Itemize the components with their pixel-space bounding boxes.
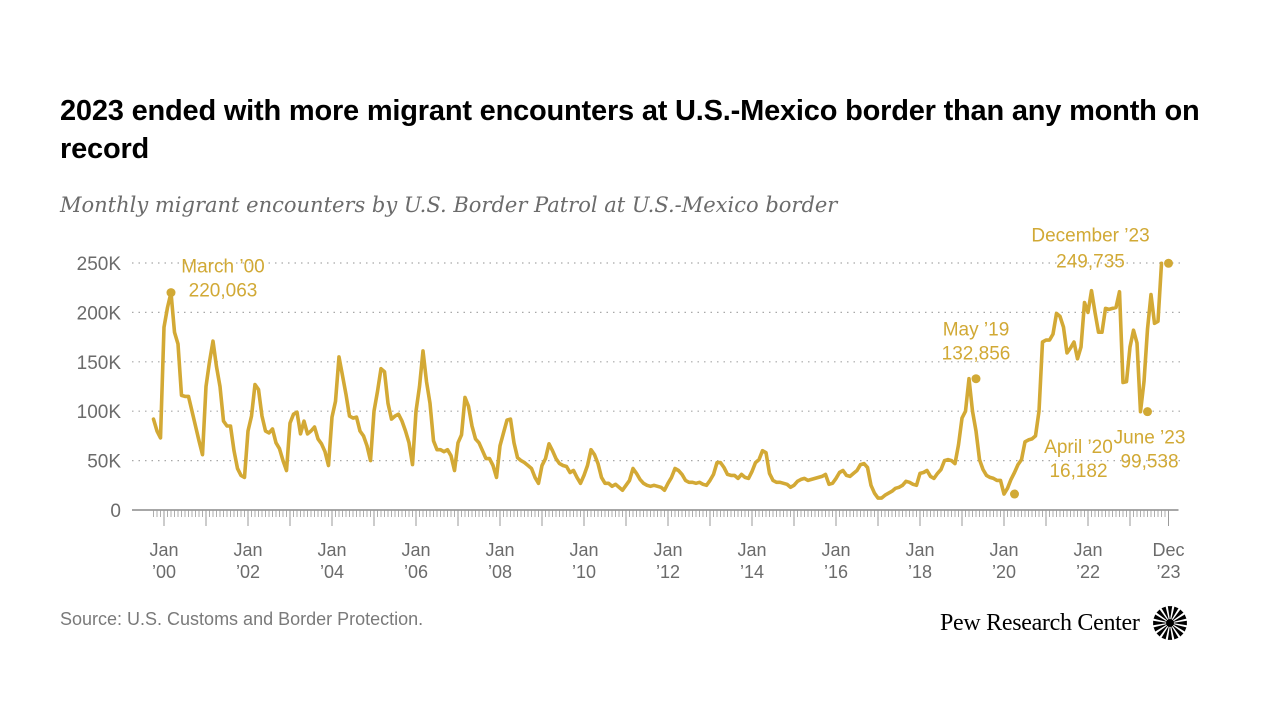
chart-subtitle: Monthly migrant encounters by U.S. Borde…	[60, 193, 838, 217]
sunburst-ray	[1161, 625, 1169, 640]
x-tick-label-month: Jan	[737, 540, 766, 560]
sunburst-ray	[1167, 626, 1172, 640]
y-tick-label: 250K	[77, 254, 122, 275]
annotation-value: 249,735	[1056, 251, 1125, 272]
y-tick-label: 50K	[87, 452, 121, 473]
sunburst-ray	[1172, 624, 1186, 632]
x-tick-label-year: ’14	[740, 562, 764, 582]
annotation-label: April ’20	[1044, 437, 1113, 458]
annotations: March ’00 220,063 May ’19 132,856 April ’20 1…	[166, 225, 1186, 499]
series-line-encounters	[151, 261, 1164, 500]
annotation-label: December ’23	[1031, 225, 1149, 246]
x-tick-label-year: ’12	[656, 562, 680, 582]
sunburst-ray	[1156, 609, 1168, 621]
brand-name: Pew Research Center	[940, 609, 1140, 636]
y-tick-label: 150K	[77, 353, 122, 374]
y-tick-label: 100K	[77, 402, 122, 423]
x-tick-label-year: ’22	[1076, 562, 1100, 582]
annotation-marker	[971, 374, 981, 384]
x-tick-label-year: ’10	[572, 562, 596, 582]
annotation-label: May ’19	[943, 320, 1010, 341]
x-tick-label-month: Jan	[485, 540, 514, 560]
y-tick-label: 0	[110, 501, 121, 522]
annotation-value: 99,538	[1120, 452, 1178, 473]
annotation-marker	[166, 288, 176, 298]
sunburst-ray	[1156, 625, 1168, 637]
x-tick-label-year: ’02	[236, 562, 260, 582]
sunburst-ray	[1161, 606, 1169, 621]
x-tick-label-month: Jan	[989, 540, 1018, 560]
pew-logo: Pew Research Center	[940, 603, 1190, 643]
annotation-value: 16,182	[1049, 461, 1107, 482]
sunburst-ray	[1153, 624, 1167, 632]
x-tick-label-month: Jan	[905, 540, 934, 560]
x-tick-label-year: ’23	[1156, 562, 1180, 582]
x-tick-label-month: Jan	[401, 540, 430, 560]
sunburst-ray	[1153, 614, 1167, 622]
y-tick-label: 200K	[77, 303, 122, 324]
x-tick-label-year: ’20	[992, 562, 1016, 582]
y-axis: 0 50K 100K 150K 200K 250K	[77, 254, 122, 522]
sunburst-center	[1165, 619, 1174, 627]
chart-title: 2023 ended with more migrant encounters …	[60, 95, 1200, 165]
x-tick-label-month: Jan	[569, 540, 598, 560]
x-tick-label-month: Jan	[821, 540, 850, 560]
x-tick-label-year: ’00	[152, 562, 176, 582]
sunburst-ray	[1171, 609, 1184, 621]
annotation-marker	[1143, 407, 1152, 417]
annotation-marker	[1010, 489, 1019, 499]
x-axis: Jan’00Jan’02Jan’04Jan’06Jan’08Jan’10Jan’…	[132, 509, 1185, 582]
pew-sunburst-icon	[1152, 606, 1187, 640]
sunburst-ray	[1172, 620, 1187, 626]
x-tick-label-month: Jan	[1073, 540, 1102, 560]
sunburst-ray	[1171, 625, 1184, 637]
x-tick-label-month: Jan	[149, 540, 178, 560]
gridlines	[132, 262, 1185, 462]
x-tick-label-year: ’18	[908, 562, 932, 582]
x-tick-label-year: ’04	[320, 562, 344, 582]
x-tick-label-year: ’08	[488, 562, 512, 582]
sunburst-ray	[1170, 606, 1179, 621]
sunburst-ray	[1167, 606, 1172, 620]
sunburst-ray	[1170, 625, 1179, 640]
annotation-label: June ’23	[1114, 428, 1186, 449]
x-tick-label-month: Jan	[317, 540, 346, 560]
annotation-value: 220,063	[189, 281, 258, 302]
annotation-label: March ’00	[181, 257, 264, 278]
x-tick-label-month: Jan	[653, 540, 682, 560]
sunburst-ray	[1152, 620, 1167, 626]
annotation-marker	[1164, 258, 1173, 268]
x-tick-label-month: Jan	[233, 540, 262, 560]
annotation-value: 132,856	[942, 344, 1011, 365]
x-tick-label-year: ’06	[404, 562, 428, 582]
sunburst-ray	[1172, 614, 1186, 622]
source-note: Source: U.S. Customs and Border Protecti…	[60, 609, 424, 629]
x-tick-label-month: Dec	[1152, 540, 1184, 560]
x-tick-label-year: ’16	[824, 562, 848, 582]
